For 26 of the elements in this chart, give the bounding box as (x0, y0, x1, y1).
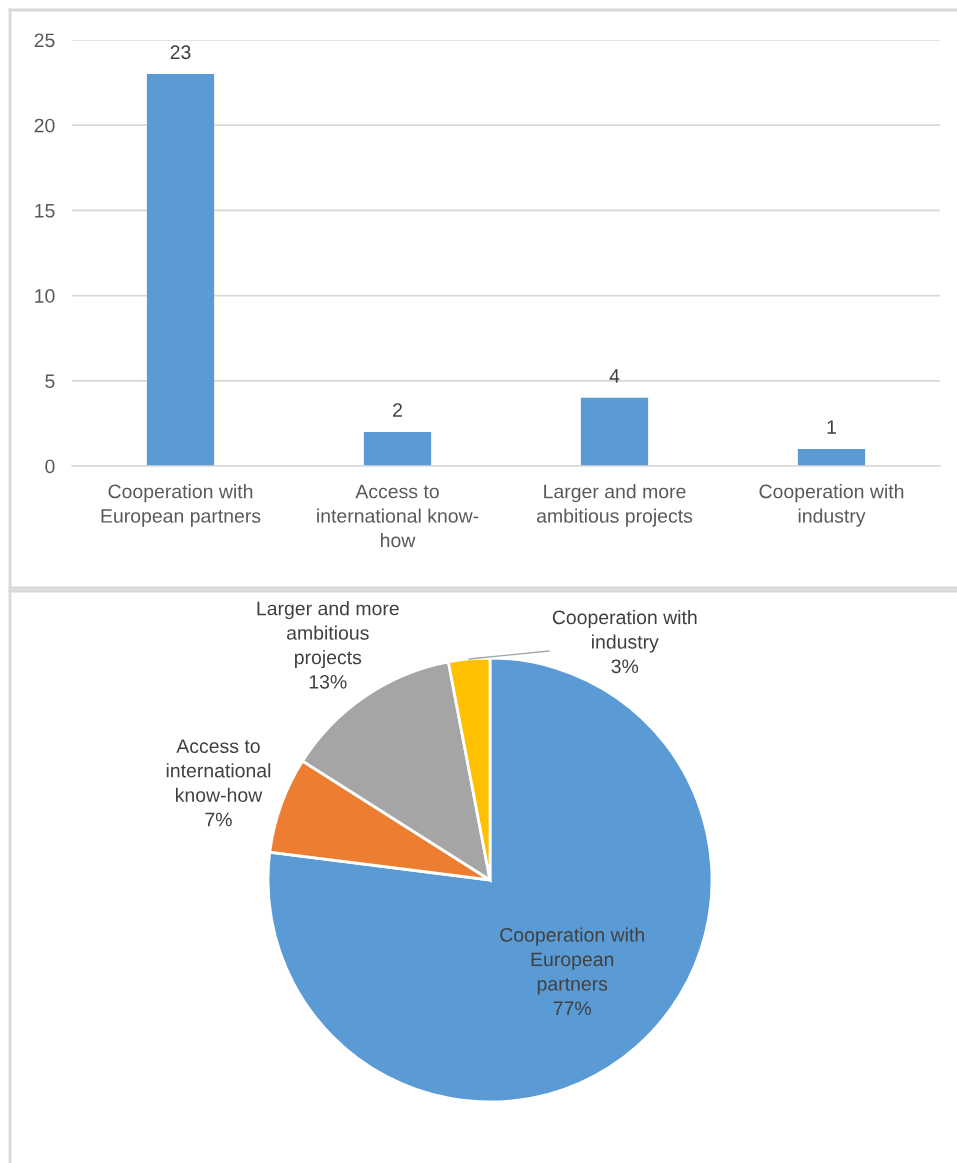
y-tick-label: 15 (35, 204, 55, 218)
y-tick-label: 25 (34, 33, 55, 48)
y-tick-label: 20 (34, 118, 55, 133)
y-tick-label: 0 (45, 459, 55, 474)
x-tick-label: Cooperation with industry (759, 484, 904, 527)
data-label: 3% (611, 659, 639, 674)
x-tick-label: Access to international know-how (317, 484, 479, 548)
data-label: 23 (170, 45, 191, 60)
bar (580, 397, 649, 466)
bar (363, 431, 432, 466)
y-tick-label: 5 (45, 374, 55, 389)
bar (146, 74, 215, 466)
x-tick-label: Cooperation with European partners (101, 484, 261, 527)
bar (797, 448, 866, 466)
data-label: 1 (827, 420, 836, 434)
slice-label: Cooperation with industry (552, 609, 697, 653)
y-tick-label: 10 (35, 289, 55, 303)
data-label: 77% (553, 1001, 591, 1016)
data-label: 4 (609, 369, 620, 383)
data-label: 7% (205, 812, 232, 827)
slice-label: Cooperation with European partners (500, 927, 644, 995)
data-label: 2 (393, 403, 402, 417)
slice-label: Access to international know-how (166, 739, 271, 802)
slice-label: Larger and more ambitious projects (257, 601, 399, 669)
data-label: 13% (309, 674, 347, 689)
x-tick-label: Larger and more ambitious projects (536, 484, 693, 527)
